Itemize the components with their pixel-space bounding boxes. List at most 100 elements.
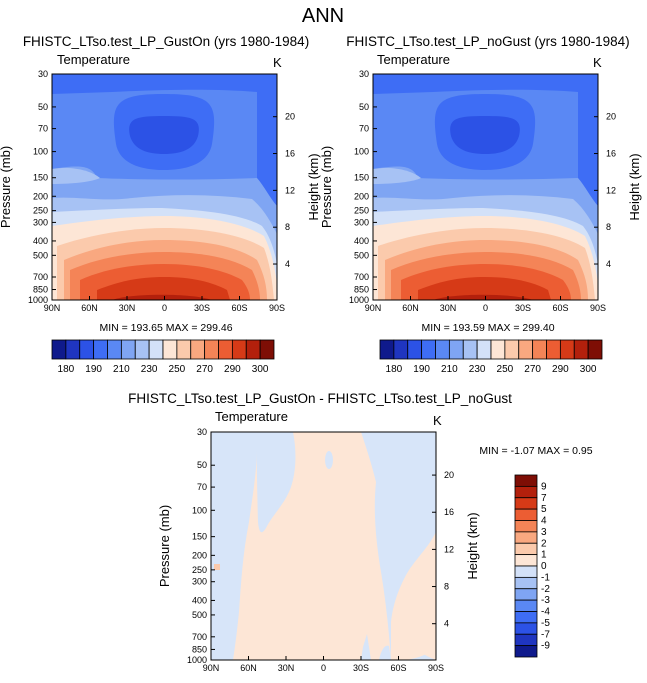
colorbar-swatch <box>514 485 538 499</box>
height-tick-label: 12 <box>606 185 616 195</box>
panel-difference-ylabel: Pressure (mb) <box>157 505 172 587</box>
colorbar-swatch <box>514 497 538 510</box>
colorbar-swatch <box>559 339 575 360</box>
y-tick-label: 30 <box>38 69 48 79</box>
colorbar-label: -3 <box>541 595 550 606</box>
colorbar-label: 300 <box>252 364 269 375</box>
y-tick-label: 150 <box>354 173 369 183</box>
y-tick-label: 1000 <box>349 295 369 305</box>
x-tick-label: 60S <box>231 303 247 313</box>
colorbar-label: 5 <box>541 504 547 515</box>
height-tick-label: 12 <box>444 544 454 554</box>
colorbar-swatch <box>148 339 164 360</box>
colorbar-swatch <box>204 339 219 360</box>
y-tick-label: 200 <box>33 191 48 201</box>
colorbar-swatch <box>504 339 520 360</box>
colorbar-label: 210 <box>441 364 458 375</box>
colorbar-swatch <box>587 339 603 360</box>
colorbar-swatch <box>51 339 67 360</box>
figure-title: ANN <box>302 5 344 27</box>
panel-no-gust-ylabel-right: Height (km) <box>627 153 642 220</box>
panel-difference-variable: Temperature <box>215 409 288 424</box>
x-tick-label: 90S <box>590 303 606 313</box>
panel-difference-ylabel-right: Height (km) <box>465 512 480 579</box>
colorbar-swatch <box>134 339 150 360</box>
y-tick-label: 300 <box>33 217 48 227</box>
colorbar-swatch <box>379 339 395 360</box>
y-tick-label: 400 <box>354 236 369 246</box>
colorbar-label: 270 <box>196 364 213 375</box>
colorbar-swatch <box>393 339 409 360</box>
colorbar-swatch <box>448 339 464 360</box>
height-tick-label: 4 <box>606 259 611 269</box>
x-tick-label: 90N <box>365 303 382 313</box>
y-tick-label: 100 <box>354 147 369 157</box>
height-tick-label: 4 <box>285 259 290 269</box>
colorbar-swatch <box>532 339 547 360</box>
panel-no-gust-variable: Temperature <box>377 52 450 67</box>
y-tick-label: 100 <box>33 147 48 157</box>
colorbar-swatch <box>573 339 589 360</box>
colorbar-swatch <box>514 520 538 533</box>
panel-no-gust-units: K <box>593 55 602 70</box>
height-tick-label: 20 <box>606 112 616 122</box>
y-tick-label: 400 <box>192 595 207 605</box>
colorbar-swatch <box>93 339 108 360</box>
colorbar-swatch <box>190 339 206 360</box>
colorbar-label: 250 <box>497 364 514 375</box>
colorbar-label: 190 <box>85 364 102 375</box>
y-tick-label: 30 <box>359 69 369 79</box>
x-tick-label: 60N <box>240 663 257 673</box>
colorbar-label: 230 <box>469 364 486 375</box>
height-tick-label: 8 <box>285 222 290 232</box>
colorbar-swatch <box>407 339 423 360</box>
colorbar-label: 2 <box>541 538 547 549</box>
colorbar-swatch <box>514 645 538 658</box>
height-tick-label: 8 <box>606 222 611 232</box>
colorbar-swatch <box>514 633 538 647</box>
colorbar-swatch <box>514 588 538 601</box>
panel-difference-stats: MIN = -1.07 MAX = 0.95 <box>479 445 592 457</box>
colorbar-swatch <box>514 542 538 556</box>
panel-gust-on-variable: Temperature <box>57 52 130 67</box>
colorbar-swatch <box>245 339 261 360</box>
y-tick-label: 70 <box>38 124 48 134</box>
y-tick-label: 850 <box>354 285 369 295</box>
panel-difference-title: FHISTC_LTso.test_LP_GustOn - FHISTC_LTso… <box>128 391 512 406</box>
colorbar-label: 300 <box>580 364 597 375</box>
x-tick-label: 30N <box>440 303 457 313</box>
colorbar-label: -2 <box>541 584 550 595</box>
panel-gust-on-ylabel: Pressure (mb) <box>0 146 13 228</box>
colorbar-swatch <box>162 339 178 360</box>
y-tick-label: 500 <box>192 610 207 620</box>
y-tick-label: 200 <box>354 191 369 201</box>
colorbar-swatch <box>79 339 95 360</box>
colorbar-label: 270 <box>524 364 541 375</box>
y-tick-label: 500 <box>354 250 369 260</box>
y-tick-label: 150 <box>192 532 207 542</box>
panel-no-gust-colorbar: 180 190 210 230 250 270 290 300 <box>379 339 603 375</box>
panel-gust-on-units: K <box>273 55 282 70</box>
height-tick-label: 8 <box>444 582 449 592</box>
colorbar-swatch <box>518 339 534 360</box>
y-tick-label: 300 <box>354 217 369 227</box>
panel-gust-on-title: FHISTC_LTso.test_LP_GustOn (yrs 1980-198… <box>23 34 309 49</box>
colorbar-swatch <box>490 339 506 360</box>
panel-no-gust-title: FHISTC_LTso.test_LP_noGust (yrs 1980-198… <box>346 34 629 49</box>
y-tick-label: 30 <box>197 427 207 437</box>
y-tick-label: 50 <box>197 460 207 470</box>
height-tick-label: 12 <box>285 185 295 195</box>
panel-gust-on-height-axis: 20 16 12 8 4 <box>273 112 295 269</box>
colorbar-label: 250 <box>169 364 186 375</box>
colorbar-label: 180 <box>58 364 75 375</box>
colorbar-swatch <box>514 576 538 590</box>
panel-no-gust-ylabel: Pressure (mb) <box>319 146 334 228</box>
colorbar-swatch <box>259 339 275 360</box>
colorbar-swatch <box>514 474 538 487</box>
colorbar-swatch <box>218 339 233 360</box>
colorbar-swatch <box>176 339 192 360</box>
y-tick-label: 70 <box>197 482 207 492</box>
y-tick-label: 250 <box>192 565 207 575</box>
